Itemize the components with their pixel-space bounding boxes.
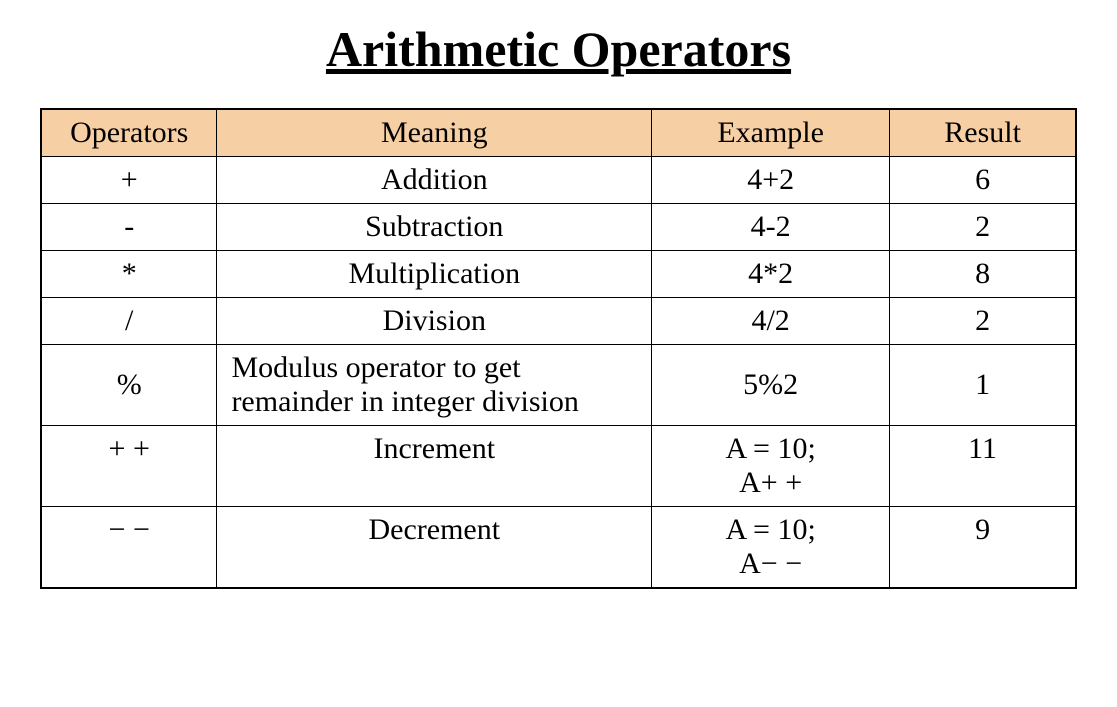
cell-example: A = 10; A+ + (652, 426, 890, 507)
cell-meaning: Increment (217, 426, 652, 507)
table-header: Operators Meaning Example Result (41, 109, 1076, 157)
table-body: + Addition 4+2 6 - Subtraction 4-2 2 * M… (41, 157, 1076, 589)
cell-operator: + (41, 157, 217, 204)
column-header-example: Example (652, 109, 890, 157)
table-row: + + Increment A = 10; A+ + 11 (41, 426, 1076, 507)
cell-result: 6 (890, 157, 1076, 204)
cell-meaning: Addition (217, 157, 652, 204)
table-row: - Subtraction 4-2 2 (41, 204, 1076, 251)
cell-example: 4-2 (652, 204, 890, 251)
cell-operator: / (41, 298, 217, 345)
cell-operator: − − (41, 507, 217, 589)
cell-result: 8 (890, 251, 1076, 298)
operators-table: Operators Meaning Example Result + Addit… (40, 108, 1077, 589)
cell-example: 4/2 (652, 298, 890, 345)
table-row: / Division 4/2 2 (41, 298, 1076, 345)
cell-operator: * (41, 251, 217, 298)
column-header-meaning: Meaning (217, 109, 652, 157)
table-row: − − Decrement A = 10; A− − 9 (41, 507, 1076, 589)
column-header-result: Result (890, 109, 1076, 157)
cell-operator: - (41, 204, 217, 251)
cell-example: A = 10; A− − (652, 507, 890, 589)
cell-meaning: Division (217, 298, 652, 345)
cell-operator: % (41, 345, 217, 426)
cell-meaning: Subtraction (217, 204, 652, 251)
cell-meaning: Modulus operator to get remainder in int… (217, 345, 652, 426)
cell-example: 5%2 (652, 345, 890, 426)
cell-result: 1 (890, 345, 1076, 426)
cell-example: 4*2 (652, 251, 890, 298)
table-row: * Multiplication 4*2 8 (41, 251, 1076, 298)
table-header-row: Operators Meaning Example Result (41, 109, 1076, 157)
cell-example: 4+2 (652, 157, 890, 204)
cell-result: 2 (890, 204, 1076, 251)
cell-result: 2 (890, 298, 1076, 345)
cell-meaning: Multiplication (217, 251, 652, 298)
cell-result: 11 (890, 426, 1076, 507)
table-row: % Modulus operator to get remainder in i… (41, 345, 1076, 426)
cell-result: 9 (890, 507, 1076, 589)
table-row: + Addition 4+2 6 (41, 157, 1076, 204)
cell-meaning: Decrement (217, 507, 652, 589)
cell-operator: + + (41, 426, 217, 507)
column-header-operators: Operators (41, 109, 217, 157)
page-title: Arithmetic Operators (40, 20, 1077, 78)
